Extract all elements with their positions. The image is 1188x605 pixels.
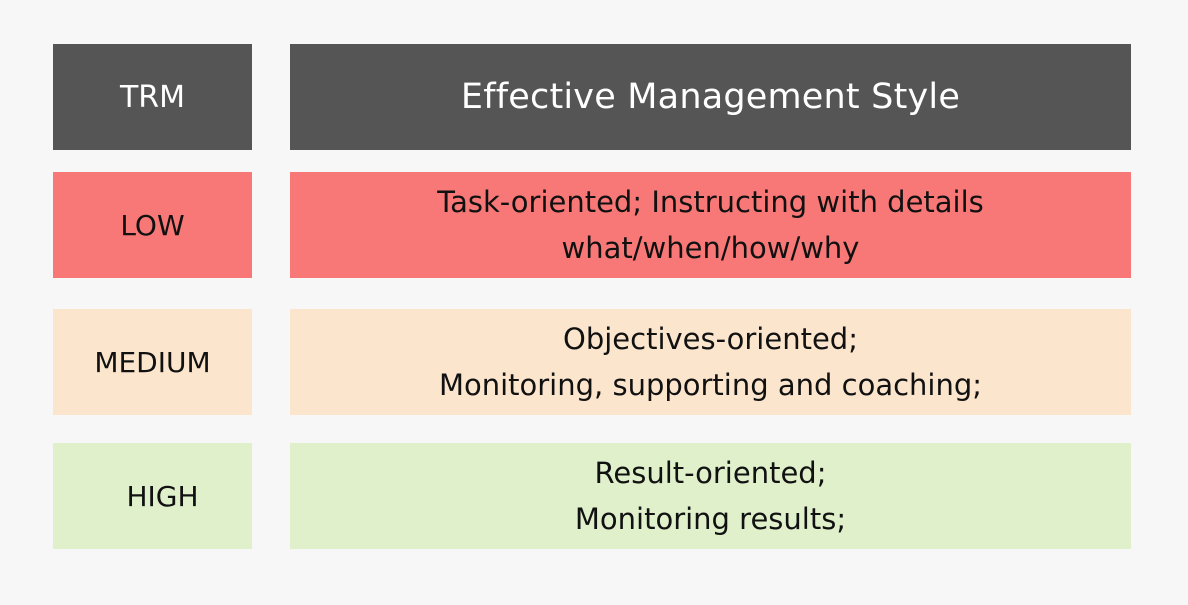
- low-style-line-1: Task-oriented; Instructing with details: [437, 185, 984, 219]
- high-level-cell: HIGH: [53, 443, 252, 549]
- high-style-line-1: Result-oriented;: [594, 456, 827, 490]
- header-trm-label: TRM: [119, 79, 186, 115]
- medium-style-line-2: Monitoring, supporting and coaching;: [438, 368, 983, 402]
- medium-level-cell: MEDIUM: [53, 309, 252, 415]
- medium-style-line-1: Objectives-oriented;: [563, 322, 858, 356]
- header-style-cell: Effective Management Style: [290, 44, 1131, 150]
- low-style-cell: Task-oriented; Instructing with details …: [290, 172, 1131, 278]
- high-level-label: HIGH: [126, 479, 199, 513]
- medium-level-label: MEDIUM: [94, 345, 211, 379]
- high-style-line-2: Monitoring results;: [574, 502, 847, 536]
- low-level-cell: LOW: [53, 172, 252, 278]
- high-style-cell: Result-oriented; Monitoring results;: [290, 443, 1131, 549]
- low-style-line-2: what/when/how/why: [561, 231, 860, 265]
- header-trm-cell: TRM: [53, 44, 252, 150]
- medium-style-cell: Objectives-oriented; Monitoring, support…: [290, 309, 1131, 415]
- low-level-label: LOW: [120, 208, 185, 242]
- header-style-label: Effective Management Style: [460, 77, 961, 117]
